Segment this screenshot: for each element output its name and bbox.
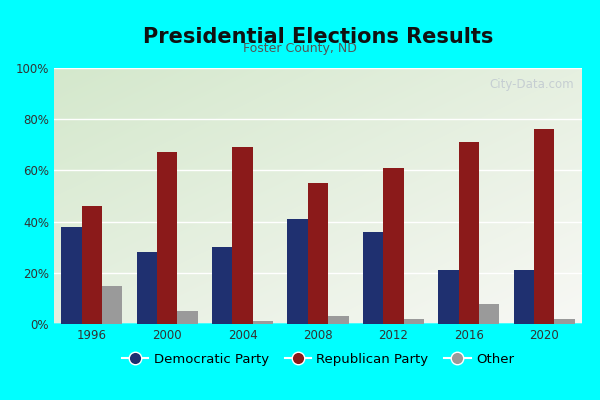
Bar bbox=[102, 286, 122, 324]
Text: Foster County, ND: Foster County, ND bbox=[243, 42, 357, 55]
Bar bbox=[178, 311, 197, 324]
Bar bbox=[404, 319, 424, 324]
Bar bbox=[82, 206, 102, 324]
Text: City-Data.com: City-Data.com bbox=[490, 78, 574, 91]
Title: Presidential Elections Results: Presidential Elections Results bbox=[143, 27, 493, 47]
Bar bbox=[534, 130, 554, 324]
Bar bbox=[363, 232, 383, 324]
Bar bbox=[439, 270, 458, 324]
Bar bbox=[287, 219, 308, 324]
Bar bbox=[458, 142, 479, 324]
Bar bbox=[232, 147, 253, 324]
Bar bbox=[383, 168, 404, 324]
Bar bbox=[554, 319, 575, 324]
Bar bbox=[137, 252, 157, 324]
Bar bbox=[328, 316, 349, 324]
Bar bbox=[157, 152, 178, 324]
Legend: Democratic Party, Republican Party, Other: Democratic Party, Republican Party, Othe… bbox=[117, 348, 519, 371]
Bar bbox=[479, 304, 499, 324]
Bar bbox=[308, 183, 328, 324]
Bar bbox=[514, 270, 534, 324]
Bar bbox=[253, 322, 273, 324]
Bar bbox=[61, 227, 82, 324]
Bar bbox=[212, 247, 232, 324]
